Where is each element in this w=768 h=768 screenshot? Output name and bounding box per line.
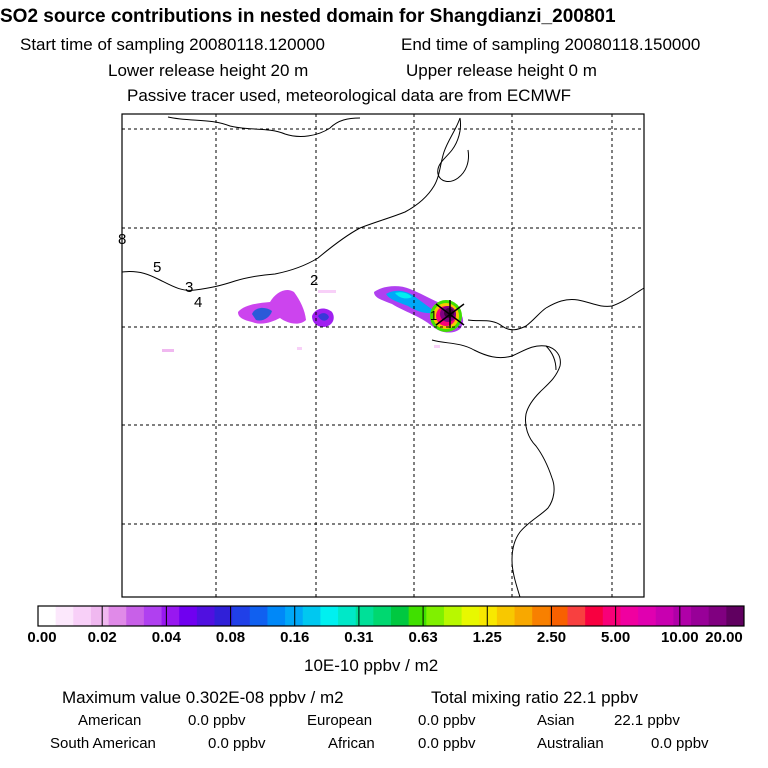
colorbar-cell xyxy=(408,606,427,626)
colorbar-cell xyxy=(655,606,674,626)
colorbar-cell xyxy=(232,606,251,626)
point-label: 3 xyxy=(185,279,193,296)
total-mixing-ratio: Total mixing ratio 22.1 ppbv xyxy=(431,688,638,707)
plume-speck xyxy=(318,290,336,293)
colorbar-cell xyxy=(355,606,374,626)
colorbar-tick-label: 5.00 xyxy=(601,629,631,646)
plus-icon xyxy=(435,300,465,328)
region-value: 0.0 ppbv xyxy=(188,712,246,729)
region-name: American xyxy=(78,712,142,729)
colorbar-cell xyxy=(338,606,357,626)
plume-speck xyxy=(162,349,174,352)
region-name: South American xyxy=(50,735,156,752)
plume-west-core xyxy=(252,307,272,321)
colorbar-tick-label: 0.63 xyxy=(408,629,438,646)
colorbar-tick-label: 1.25 xyxy=(472,629,502,646)
colorbar-cell xyxy=(302,606,321,626)
colorbar-cell xyxy=(673,606,692,626)
plume-speck xyxy=(297,347,302,350)
colorbar-cell xyxy=(373,606,392,626)
colorbar-cell xyxy=(196,606,215,626)
plume-contours xyxy=(162,286,464,352)
start-time: Start time of sampling 20080118.120000 xyxy=(20,35,325,54)
colorbar-cell xyxy=(638,606,657,626)
lower-release-height: Lower release height 20 m xyxy=(108,61,309,80)
colorbar-cell xyxy=(585,606,604,626)
region-name: Australian xyxy=(537,735,604,752)
point-label: 1 xyxy=(430,308,437,323)
point-label: 5 xyxy=(153,259,161,276)
region-value: 22.1 ppbv xyxy=(614,712,680,729)
colorbar-cell xyxy=(496,606,516,626)
colorbar-cell xyxy=(391,606,410,626)
grid-lines xyxy=(122,114,644,597)
colorbar-tick-label: 0.31 xyxy=(344,629,374,646)
colorbar-cell xyxy=(143,606,163,626)
end-time: End time of sampling 20080118.150000 xyxy=(401,35,701,54)
colorbar-cell xyxy=(90,606,110,626)
region-value: 0.0 ppbv xyxy=(418,712,476,729)
colorbar-tick-label: 0.08 xyxy=(215,629,246,646)
plume-mid-core xyxy=(318,313,329,321)
colorbar-cell xyxy=(126,606,145,626)
colorbar-cell xyxy=(443,606,463,626)
colorbar-cell xyxy=(620,606,639,626)
colorbar-cell xyxy=(461,606,480,626)
colorbar-unit: 10E-10 ppbv / m2 xyxy=(304,656,439,675)
colorbar-cell xyxy=(567,606,586,626)
region-name: African xyxy=(328,735,375,752)
colorbar-tick-label: 0.04 xyxy=(151,629,181,646)
map-frame xyxy=(121,113,645,598)
plot-title: SO2 source contributions in nested domai… xyxy=(0,6,616,27)
colorbar-cell xyxy=(214,606,233,626)
colorbar-cell xyxy=(55,606,74,626)
colorbar-cell xyxy=(73,606,92,626)
colorbar-cell xyxy=(514,606,533,626)
colorbar-cell xyxy=(708,606,727,626)
region-value: 0.0 ppbv xyxy=(651,735,709,752)
point-label: 8 xyxy=(118,231,126,248)
colorbar-cell xyxy=(532,606,551,626)
colorbar-cell xyxy=(161,606,180,626)
colorbar-tick-label: 0.16 xyxy=(280,629,310,646)
colorbar-tick-label: 0.00 xyxy=(27,629,57,646)
region-name: Asian xyxy=(537,712,575,729)
plume-speck xyxy=(434,345,440,348)
colorbar-tick-label: 20.00 xyxy=(705,629,743,646)
colorbar-cell xyxy=(479,606,498,626)
plume-east-core2 xyxy=(395,292,412,299)
colorbar-tick-label: 0.02 xyxy=(87,629,117,646)
tracer-info: Passive tracer used, meteorological data… xyxy=(127,86,572,105)
colorbar-cell xyxy=(249,606,268,626)
colorbar-cell xyxy=(549,606,568,626)
max-value: Maximum value 0.302E-08 ppbv / m2 xyxy=(62,688,344,707)
colorbar-cell xyxy=(38,606,57,626)
point-label: 4 xyxy=(194,294,202,311)
colorbar-cell xyxy=(691,606,710,626)
colorbar-tick-label: 10.00 xyxy=(661,629,699,646)
colorbar-cell xyxy=(320,606,339,626)
region-value: 0.0 ppbv xyxy=(418,735,476,752)
colorbar-cell xyxy=(285,606,304,626)
region-name: European xyxy=(307,712,373,729)
colorbar-cell xyxy=(426,606,445,626)
colorbar-cell xyxy=(602,606,621,626)
colorbar-cell xyxy=(179,606,198,626)
colorbar-cell xyxy=(267,606,286,626)
colorbar-cell xyxy=(108,606,127,626)
point-label: 2 xyxy=(310,272,318,289)
region-value: 0.0 ppbv xyxy=(208,735,266,752)
plume-east-core xyxy=(386,290,436,314)
colorbar-tick-label: 2.50 xyxy=(536,629,567,646)
colorbar-cell xyxy=(726,606,745,626)
upper-release-height: Upper release height 0 m xyxy=(406,61,597,80)
